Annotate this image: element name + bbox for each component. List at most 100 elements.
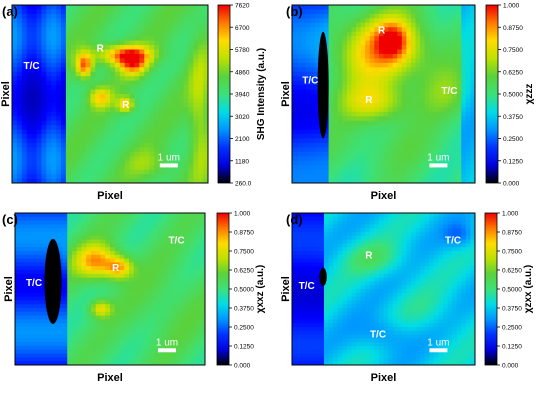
heatmap-cell — [158, 300, 163, 304]
heatmap-cell — [169, 174, 174, 179]
heatmap-cell — [139, 23, 144, 28]
heatmap-cell — [338, 174, 343, 179]
heatmap-cell — [86, 90, 91, 95]
heatmap-cell — [56, 36, 61, 41]
heatmap-cell — [388, 112, 393, 117]
heatmap-cell — [169, 36, 174, 41]
heatmap-cell — [124, 281, 129, 285]
heatmap-cell — [130, 125, 135, 130]
heatmap-cell — [153, 308, 158, 312]
heatmap-cell — [139, 323, 144, 327]
heatmap-cell — [174, 139, 179, 144]
heatmap-cell — [461, 165, 466, 170]
heatmap-cell — [139, 221, 144, 225]
heatmap-cell — [416, 94, 421, 99]
heatmap-cell — [347, 147, 352, 152]
heatmap-cell — [402, 94, 407, 99]
heatmap-cell — [452, 14, 457, 19]
heatmap-cell — [181, 217, 186, 221]
heatmap-cell — [388, 125, 393, 130]
heatmap-cell — [402, 152, 407, 157]
heatmap-cell — [452, 174, 457, 179]
heatmap-cell — [105, 281, 110, 285]
heatmap-cell — [71, 125, 76, 130]
heatmap-cell — [46, 121, 51, 126]
heatmap-cell — [44, 327, 49, 331]
heatmap-cell — [361, 107, 366, 112]
heatmap-cell — [188, 107, 193, 112]
heatmap-cell — [365, 170, 370, 175]
heatmap-cell — [71, 63, 76, 68]
heatmap-cell — [15, 243, 20, 247]
heatmap-cell — [370, 90, 375, 95]
heatmap-cell — [32, 36, 37, 41]
heatmap-cell — [32, 23, 37, 28]
heatmap-cell — [46, 112, 51, 117]
heatmap-cell — [96, 335, 101, 339]
heatmap-cell — [125, 81, 130, 86]
heatmap-cell — [56, 121, 61, 126]
heatmap-cell — [438, 63, 443, 68]
heatmap-cell — [186, 357, 191, 361]
heatmap-cell — [100, 152, 105, 157]
heatmap-cell — [12, 107, 17, 112]
heatmap-cell — [452, 134, 457, 139]
heatmap-cell — [420, 36, 425, 41]
heatmap-cell — [457, 14, 462, 19]
heatmap-cell — [338, 90, 343, 95]
heatmap-cell — [17, 107, 22, 112]
heatmap-cell — [181, 228, 186, 232]
heatmap-cell — [46, 58, 51, 63]
heatmap-cell — [120, 297, 125, 301]
heatmap-cell — [329, 98, 334, 103]
heatmap-cell — [374, 76, 379, 81]
heatmap-cell — [370, 116, 375, 121]
heatmap-cell — [370, 107, 375, 112]
heatmap-cell — [374, 147, 379, 152]
heatmap-cell — [95, 107, 100, 112]
heatmap-cell — [158, 316, 163, 320]
heatmap-cell — [134, 297, 139, 301]
heatmap-cell — [457, 130, 462, 135]
heatmap-cell — [101, 342, 106, 346]
heatmap-cell — [139, 240, 144, 244]
heatmap-cell — [365, 156, 370, 161]
heatmap-cell — [27, 23, 32, 28]
heatmap-cell — [365, 5, 370, 10]
heatmap-cell — [164, 45, 169, 50]
heatmap-cell — [416, 76, 421, 81]
heatmap-cell — [25, 240, 30, 244]
heatmap-cell — [58, 221, 63, 225]
heatmap-cell — [297, 161, 302, 166]
heatmap-cell — [96, 338, 101, 342]
heatmap-cell — [37, 143, 42, 148]
heatmap-cell — [193, 36, 198, 41]
heatmap-cell — [32, 85, 37, 90]
heatmap-cell — [196, 338, 201, 342]
heatmap-cell — [39, 300, 44, 304]
heatmap-cell — [72, 224, 77, 228]
heatmap-cell — [29, 247, 34, 251]
heatmap-cell — [17, 18, 22, 23]
heatmap-cell — [82, 217, 87, 221]
heatmap-cell — [184, 121, 189, 126]
heatmap-cell — [196, 281, 201, 285]
heatmap-cell — [86, 327, 91, 331]
heatmap-cell — [179, 32, 184, 37]
heatmap-cell — [365, 85, 370, 90]
heatmap-cell — [425, 36, 430, 41]
heatmap-cell — [162, 357, 167, 361]
heatmap-cell — [41, 81, 46, 86]
heatmap-cell — [184, 170, 189, 175]
heatmap-cell — [461, 161, 466, 166]
heatmap-cell — [356, 32, 361, 37]
heatmap-cell — [76, 134, 81, 139]
heatmap-cell — [101, 251, 106, 255]
heatmap-cell — [125, 63, 130, 68]
heatmap-cell — [158, 319, 163, 323]
heatmap-cell — [347, 14, 352, 19]
heatmap-cell — [46, 9, 51, 14]
heatmap-cell — [120, 228, 125, 232]
heatmap-cell — [25, 354, 30, 358]
heatmap-cell — [91, 289, 96, 293]
